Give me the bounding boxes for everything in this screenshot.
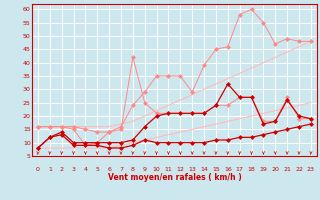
X-axis label: Vent moyen/en rafales ( km/h ): Vent moyen/en rafales ( km/h ) [108, 174, 241, 182]
